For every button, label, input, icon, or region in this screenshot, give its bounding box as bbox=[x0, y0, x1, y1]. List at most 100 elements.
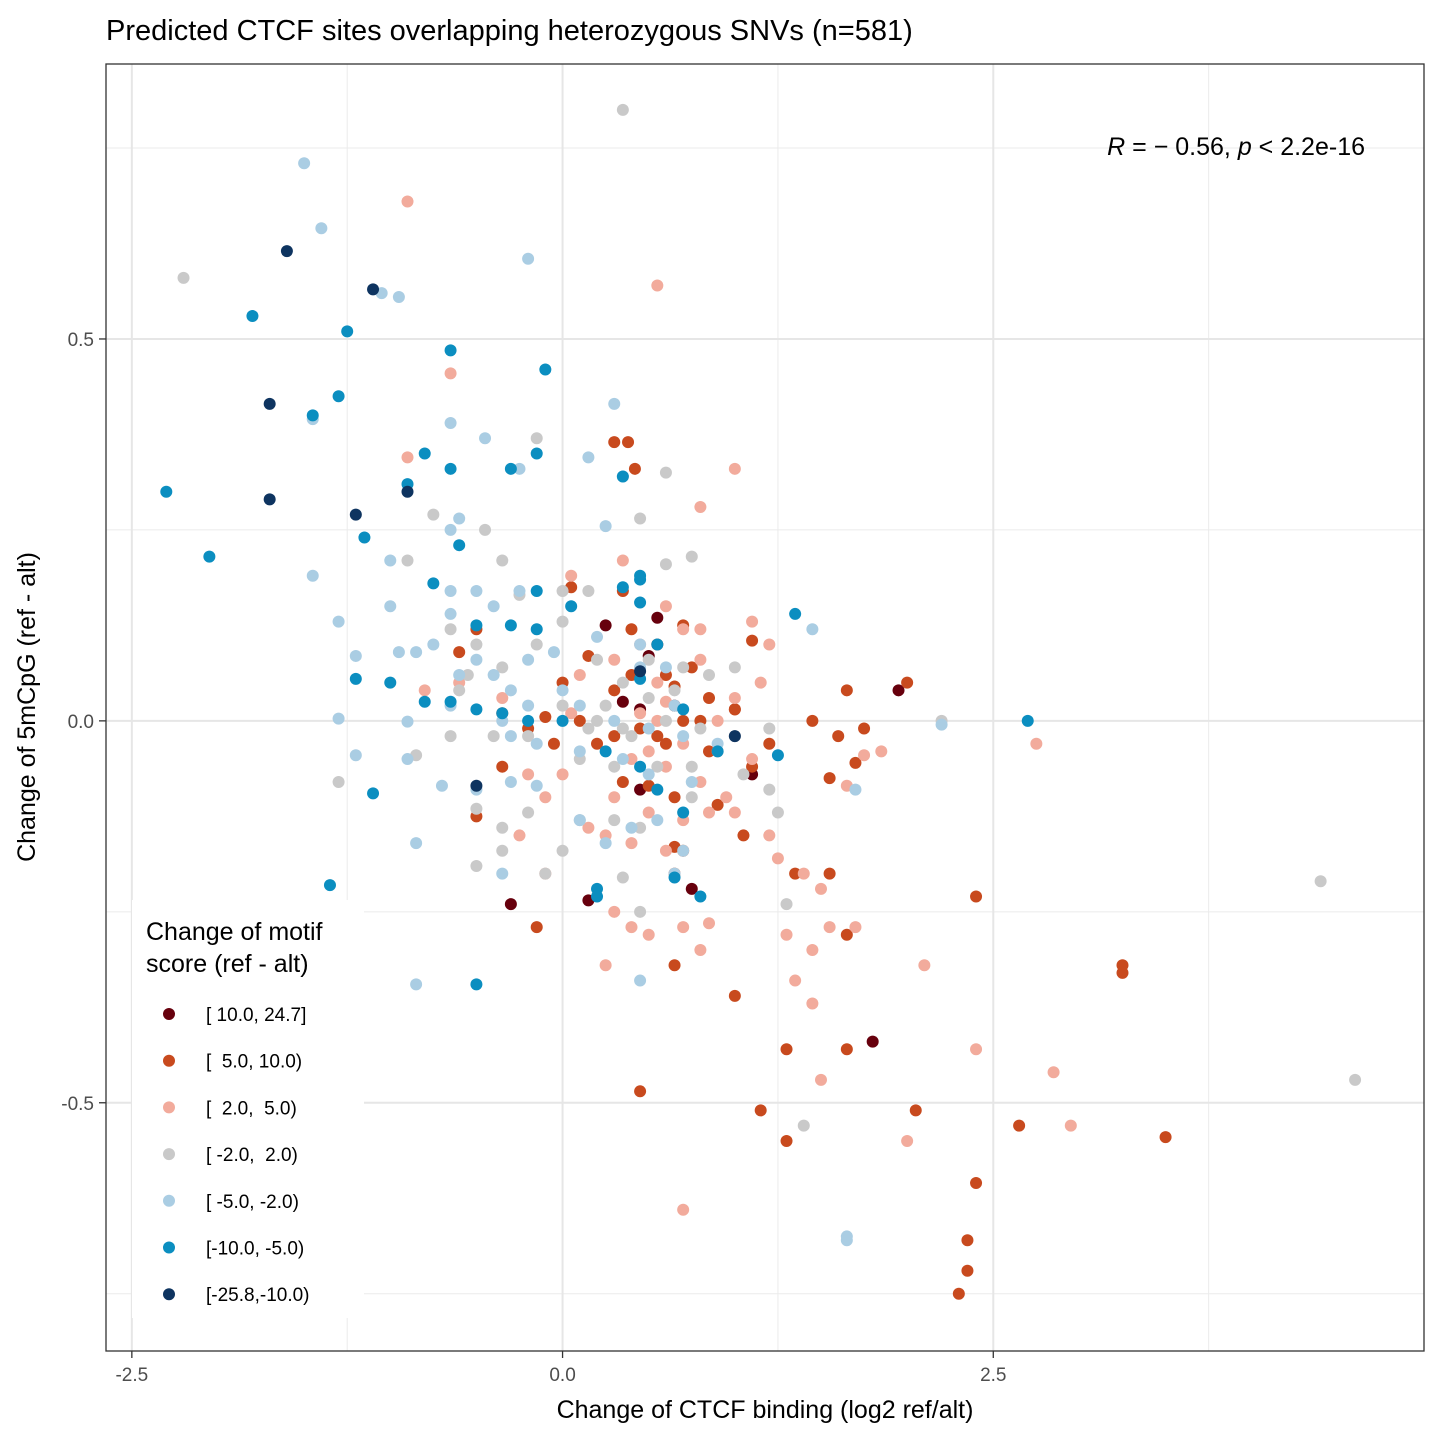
data-point bbox=[401, 485, 414, 498]
data-point bbox=[840, 684, 853, 697]
legend-key bbox=[163, 1054, 175, 1067]
data-point bbox=[358, 531, 371, 544]
data-point bbox=[522, 714, 535, 727]
data-point bbox=[634, 905, 647, 918]
data-point bbox=[599, 699, 612, 712]
data-point bbox=[823, 867, 836, 880]
data-point bbox=[651, 760, 664, 773]
data-point bbox=[625, 730, 638, 743]
data-point bbox=[763, 737, 776, 750]
data-point bbox=[384, 676, 397, 689]
data-point bbox=[487, 730, 500, 743]
y-tick-label: 0.0 bbox=[68, 712, 94, 733]
data-point bbox=[349, 649, 362, 662]
data-point bbox=[530, 737, 543, 750]
data-point bbox=[496, 844, 509, 857]
p-value: < 2.2e-16 bbox=[1252, 133, 1365, 161]
data-point bbox=[608, 730, 621, 743]
data-point bbox=[711, 745, 724, 758]
data-point bbox=[453, 646, 466, 659]
legend: Change of motif score (ref - alt) [ 10.0… bbox=[132, 900, 364, 1318]
data-point bbox=[315, 222, 328, 235]
data-point bbox=[806, 944, 819, 957]
data-point bbox=[616, 722, 629, 735]
legend-key bbox=[163, 1148, 175, 1161]
data-point bbox=[1021, 714, 1034, 727]
data-point bbox=[754, 676, 767, 689]
data-point bbox=[573, 699, 586, 712]
data-point bbox=[728, 703, 741, 716]
data-point bbox=[1047, 1066, 1060, 1079]
data-point bbox=[565, 707, 578, 720]
data-point bbox=[418, 695, 431, 708]
data-point bbox=[504, 462, 517, 475]
data-point bbox=[694, 653, 707, 666]
data-point bbox=[616, 103, 629, 116]
data-point bbox=[470, 859, 483, 872]
data-point bbox=[685, 550, 698, 563]
data-point bbox=[298, 157, 311, 170]
data-point bbox=[591, 653, 604, 666]
data-point bbox=[746, 753, 759, 766]
data-point bbox=[470, 619, 483, 632]
data-point bbox=[599, 837, 612, 850]
chart-title: Predicted CTCF sites overlapping heteroz… bbox=[106, 15, 913, 47]
data-point bbox=[479, 523, 492, 536]
series-2 bbox=[401, 195, 1077, 1216]
data-point bbox=[806, 997, 819, 1010]
data-point bbox=[608, 436, 621, 449]
data-point bbox=[651, 783, 664, 796]
data-point bbox=[677, 730, 690, 743]
data-point bbox=[659, 760, 672, 773]
data-point bbox=[728, 806, 741, 819]
y-axis: -0.5 0.0 0.5 bbox=[61, 330, 106, 1115]
data-point bbox=[728, 989, 741, 1002]
data-point bbox=[694, 944, 707, 957]
data-point bbox=[608, 814, 621, 827]
data-point bbox=[401, 715, 414, 728]
data-point bbox=[280, 245, 293, 258]
data-point bbox=[780, 1043, 793, 1056]
data-point bbox=[530, 623, 543, 636]
data-point bbox=[754, 1104, 767, 1117]
data-point bbox=[746, 615, 759, 628]
data-point bbox=[401, 554, 414, 567]
data-point bbox=[556, 714, 569, 727]
data-point bbox=[522, 730, 535, 743]
data-point bbox=[642, 653, 655, 666]
data-point bbox=[591, 714, 604, 727]
data-point bbox=[685, 791, 698, 804]
data-point bbox=[703, 917, 716, 930]
data-point bbox=[685, 661, 698, 674]
data-point bbox=[496, 821, 509, 834]
data-point bbox=[1314, 875, 1327, 888]
legend-label: [ 5.0, 10.0) bbox=[206, 1052, 302, 1073]
data-point bbox=[694, 890, 707, 903]
data-point bbox=[668, 791, 681, 804]
data-point bbox=[711, 714, 724, 727]
data-point bbox=[651, 730, 664, 743]
data-point bbox=[418, 447, 431, 460]
data-point bbox=[677, 714, 690, 727]
data-point bbox=[651, 814, 664, 827]
data-point bbox=[539, 711, 552, 724]
legend-label: [ -5.0, -2.0) bbox=[206, 1192, 299, 1213]
data-point bbox=[806, 623, 819, 636]
data-point bbox=[625, 753, 638, 766]
data-point bbox=[556, 699, 569, 712]
data-point bbox=[367, 787, 380, 800]
series-5 bbox=[160, 310, 1034, 991]
data-point bbox=[332, 775, 345, 788]
data-point bbox=[866, 1035, 879, 1048]
data-point bbox=[771, 806, 784, 819]
data-point bbox=[565, 600, 578, 613]
data-points bbox=[160, 103, 1362, 1300]
data-point bbox=[625, 623, 638, 636]
legend-label: [-25.8,-10.0) bbox=[206, 1285, 310, 1306]
data-point bbox=[410, 978, 423, 991]
data-point bbox=[823, 921, 836, 934]
data-point bbox=[634, 760, 647, 773]
data-point bbox=[341, 325, 354, 338]
r-symbol: R bbox=[1107, 133, 1125, 161]
data-point bbox=[677, 661, 690, 674]
